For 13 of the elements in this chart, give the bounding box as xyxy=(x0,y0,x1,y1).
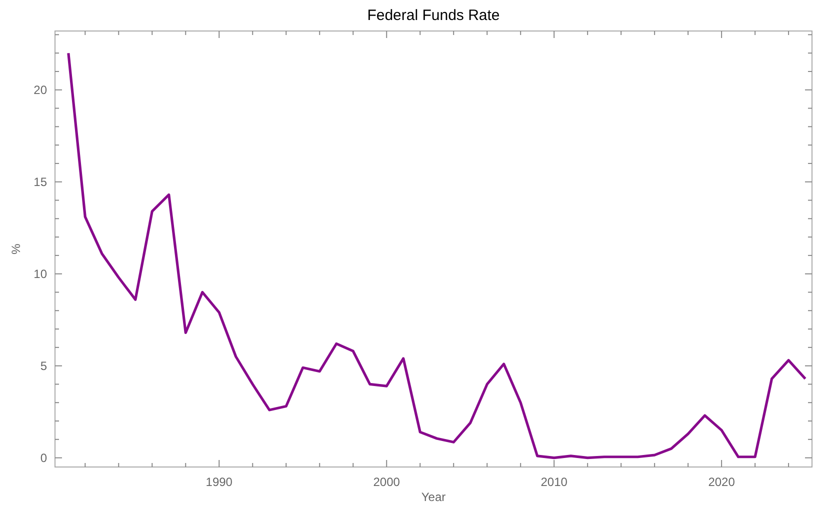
chart-title: Federal Funds Rate xyxy=(367,7,500,24)
x-tick-label: 2010 xyxy=(540,475,568,489)
y-axis-title: % xyxy=(9,243,23,254)
x-axis-title: Year xyxy=(421,490,446,504)
y-tick-label: 15 xyxy=(34,174,48,189)
y-tick-label: 10 xyxy=(34,266,48,281)
x-tick-label: 2000 xyxy=(373,475,400,489)
y-tick-label: 0 xyxy=(40,450,48,465)
y-tick-label: 20 xyxy=(34,82,48,97)
x-tick-label: 1990 xyxy=(206,475,233,489)
line-series xyxy=(67,52,807,460)
y-tick-label: 5 xyxy=(40,358,48,373)
x-tick-label: 2020 xyxy=(708,475,736,489)
